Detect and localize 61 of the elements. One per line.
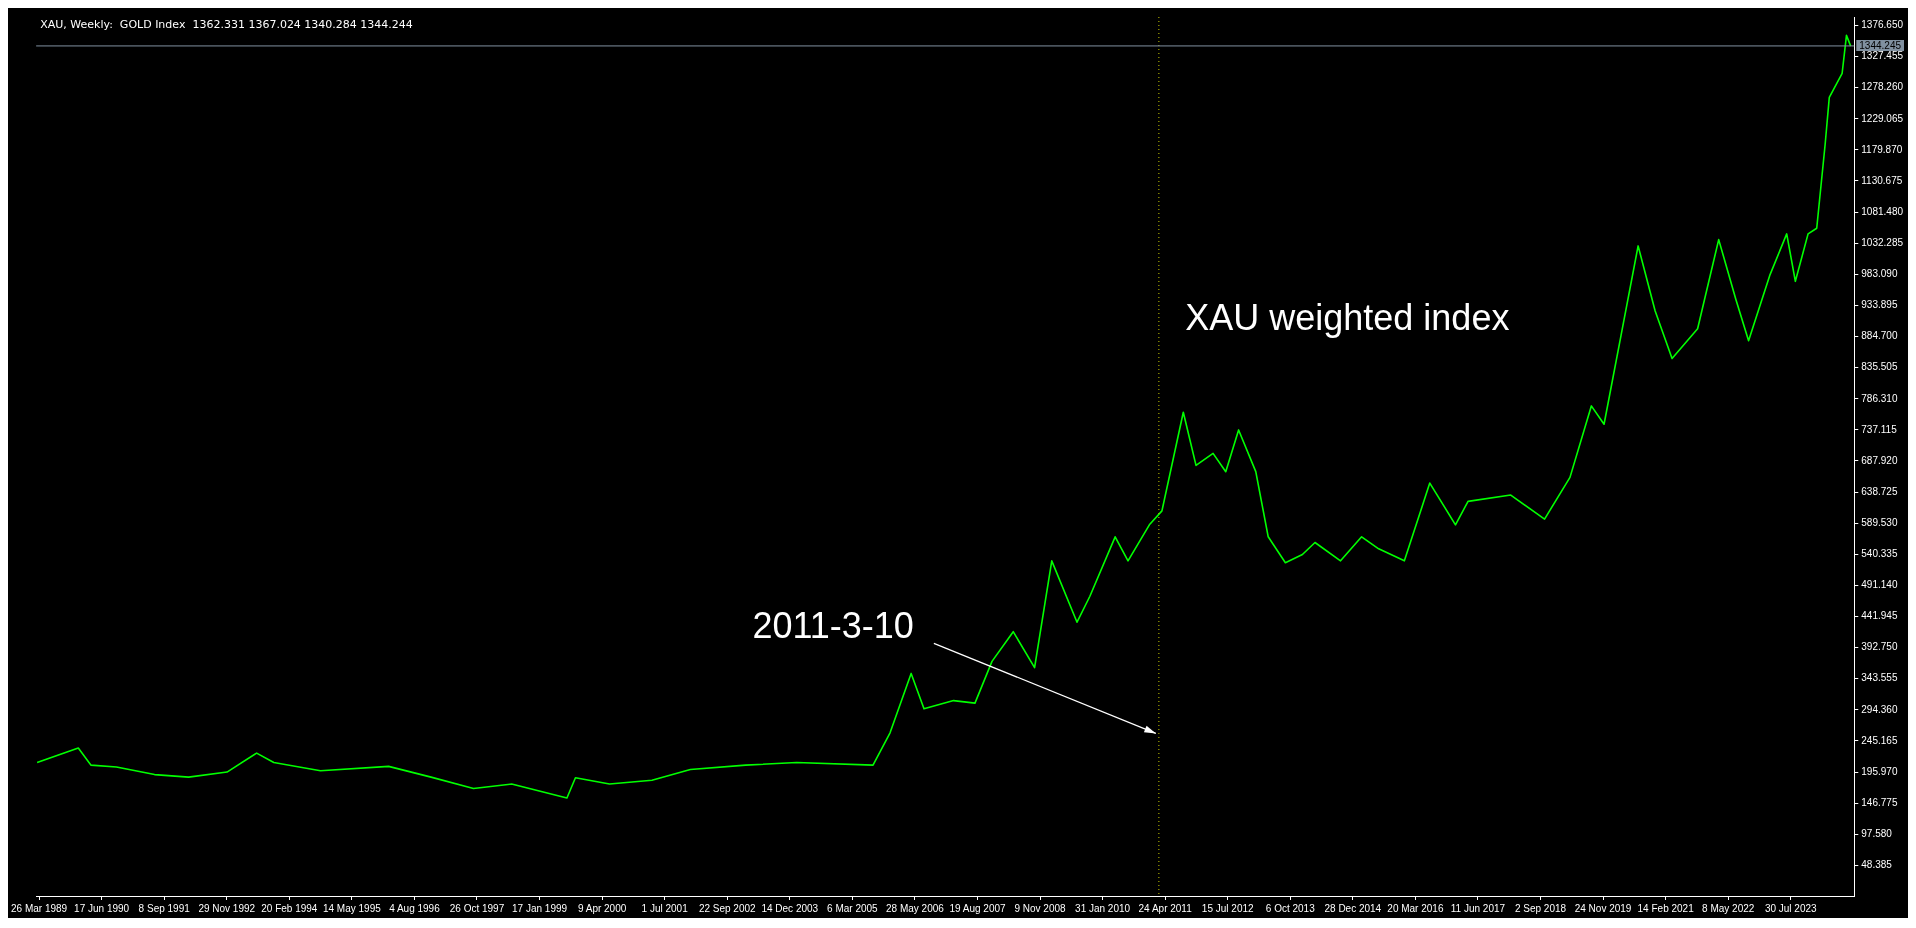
x-tick-label: 14 May 1995 xyxy=(322,902,382,914)
x-tick-label: 24 Nov 2019 xyxy=(1574,902,1632,914)
x-tick-label: 20 Feb 1994 xyxy=(261,902,318,914)
x-tick-label: 1 Jul 2001 xyxy=(641,902,689,914)
x-tick-label: 28 May 2006 xyxy=(886,902,945,914)
y-tick-label: 146.775 xyxy=(1861,796,1898,808)
x-tick-label: 6 Mar 2005 xyxy=(827,902,879,914)
y-tick-label: 1278.260 xyxy=(1861,81,1904,93)
y-tick-label: 245.165 xyxy=(1861,734,1898,746)
y-tick-label: 933.895 xyxy=(1861,299,1898,311)
chart-title: XAU, Weekly: GOLD Index 1362.331 1367.024 1340.284 1344.244 xyxy=(40,18,413,32)
y-tick-label: 737.115 xyxy=(1861,423,1898,435)
x-tick-label: 22 Sep 2002 xyxy=(698,902,757,914)
y-tick-label: 687.920 xyxy=(1861,454,1898,466)
x-tick-label: 30 Jul 2023 xyxy=(1764,902,1818,914)
ref-line-label: 2011-3-10 xyxy=(752,605,914,647)
y-tick-label: 1032.285 xyxy=(1861,236,1904,248)
x-tick-label: 17 Jun 1990 xyxy=(74,902,130,914)
x-tick-label: 11 Jun 2017 xyxy=(1450,902,1506,914)
y-tick-label: 786.310 xyxy=(1861,392,1898,404)
x-tick-label: 14 Feb 2021 xyxy=(1637,902,1695,914)
y-tick-label: 638.725 xyxy=(1861,485,1898,497)
y-tick-label: 540.335 xyxy=(1861,548,1898,560)
y-tick-label: 589.530 xyxy=(1861,516,1898,528)
y-tick-label: 392.750 xyxy=(1861,641,1898,653)
x-tick-label: 17 Jan 1999 xyxy=(512,902,568,914)
x-tick-label: 15 Jul 2012 xyxy=(1201,902,1254,914)
x-tick-label: 26 Mar 1989 xyxy=(11,902,68,914)
y-tick-label: 491.140 xyxy=(1861,579,1898,591)
x-tick-label: 26 Oct 1997 xyxy=(449,902,505,914)
ref-line-label: 1344.245 xyxy=(1859,39,1902,51)
annotation: XAU weighted index xyxy=(1185,297,1510,339)
x-tick-label: 2 Sep 2018 xyxy=(1514,902,1567,914)
x-tick-label: 24 Apr 2011 xyxy=(1138,902,1193,914)
y-tick-label: 1081.480 xyxy=(1861,205,1904,217)
y-tick-label: 1229.065 xyxy=(1861,112,1904,124)
y-tick-label: 1376.650 xyxy=(1861,19,1904,31)
y-tick-label: 884.700 xyxy=(1861,330,1898,342)
x-tick-label: 8 May 2022 xyxy=(1702,902,1755,914)
y-tick-label: 1130.675 xyxy=(1861,174,1903,186)
y-tick-label: 343.555 xyxy=(1861,672,1898,684)
x-tick-label: 8 Sep 1991 xyxy=(138,902,191,914)
x-tick-label: 14 Dec 2003 xyxy=(761,902,819,914)
y-tick-label: 195.970 xyxy=(1861,765,1898,777)
x-tick-label: 29 Nov 1992 xyxy=(198,902,256,914)
y-tick-label: 1327.455 xyxy=(1861,50,1904,62)
y-tick-label: 97.580 xyxy=(1861,828,1893,840)
x-tick-label: 6 Oct 2013 xyxy=(1265,902,1316,914)
x-tick-label: 4 Aug 1996 xyxy=(389,902,441,914)
y-tick-label: 441.945 xyxy=(1861,610,1898,622)
y-tick-label: 835.505 xyxy=(1861,361,1898,373)
x-tick-label: 31 Jan 2010 xyxy=(1075,902,1131,914)
x-tick-label: 19 Aug 2007 xyxy=(949,902,1006,914)
y-tick-label: 983.090 xyxy=(1861,268,1898,280)
x-tick-label: 20 Mar 2016 xyxy=(1387,902,1444,914)
x-tick-label: 9 Nov 2008 xyxy=(1014,902,1067,914)
y-tick-label: 48.385 xyxy=(1861,859,1893,871)
x-tick-label: 9 Apr 2000 xyxy=(577,902,627,914)
x-tick-label: 28 Dec 2014 xyxy=(1324,902,1382,914)
y-tick-label: 294.360 xyxy=(1861,703,1898,715)
y-tick-label: 1179.870 xyxy=(1861,143,1903,155)
